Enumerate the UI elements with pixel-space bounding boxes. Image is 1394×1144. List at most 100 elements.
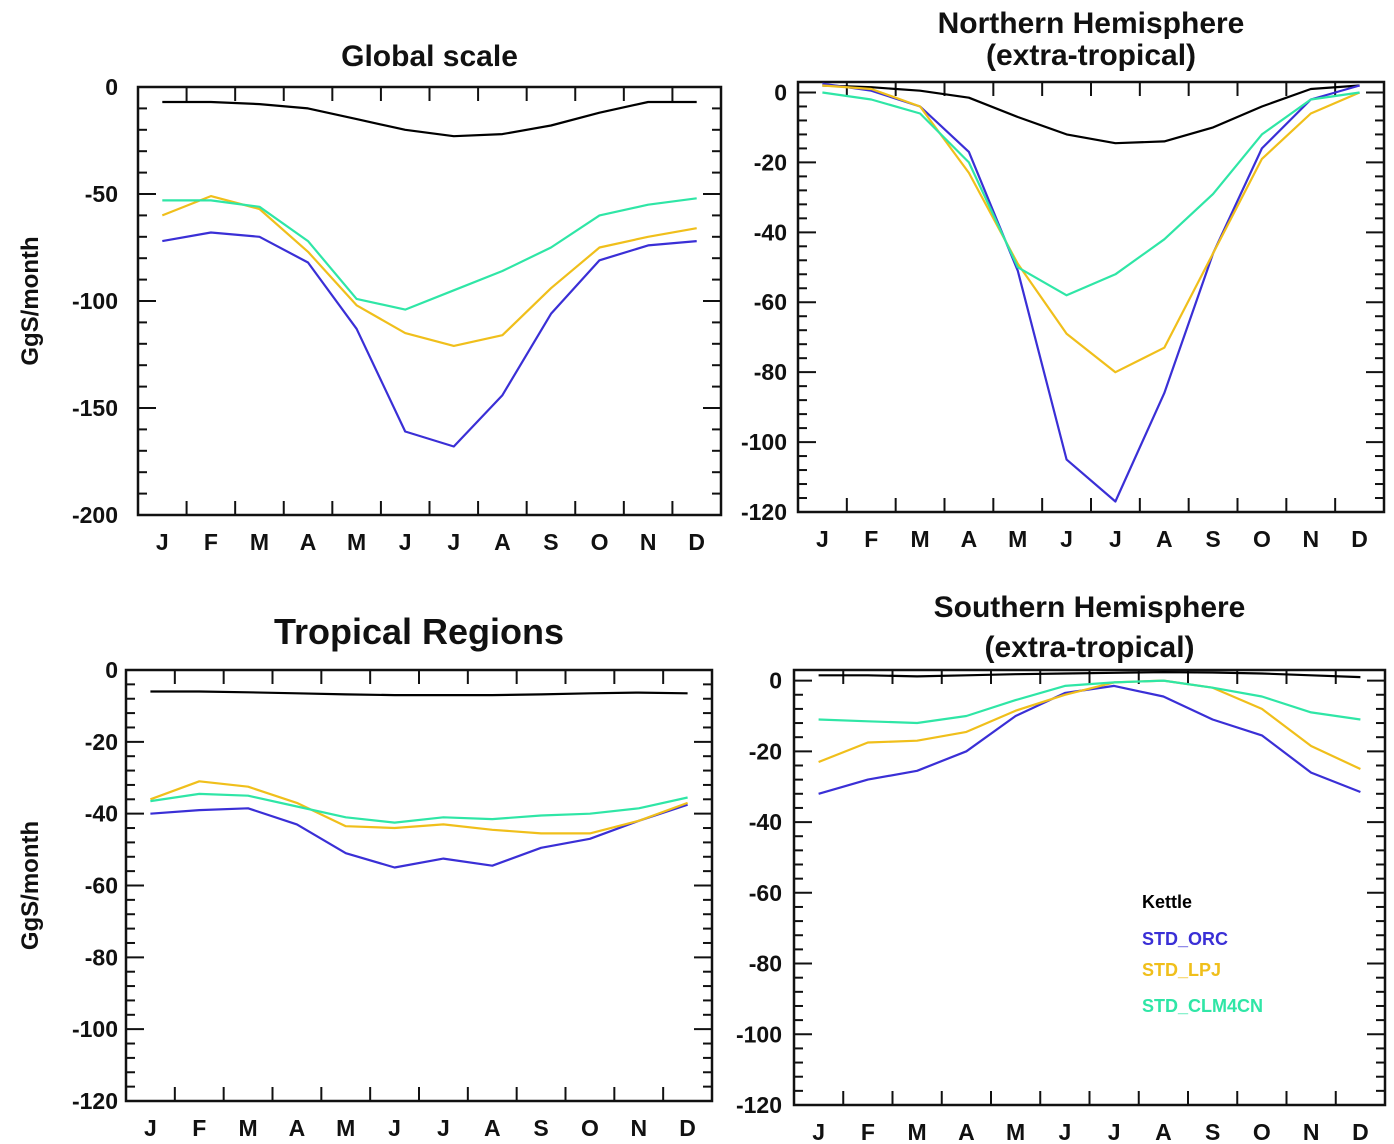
legend-entry-kettle: Kettle [1142, 892, 1192, 912]
legend-entry-std-clm4cn: STD_CLM4CN [1142, 996, 1263, 1016]
series-line-std-lpj [822, 84, 1361, 374]
y-tick-label: -100 [72, 1016, 118, 1042]
x-tick-label: J [399, 529, 412, 555]
x-tick-label: F [861, 1119, 875, 1144]
y-tick-label: 0 [105, 657, 118, 683]
x-tick-label: D [1352, 1119, 1369, 1144]
series-line-std-orc [162, 231, 697, 448]
x-tick-label: M [1006, 1119, 1025, 1144]
x-tick-label: A [958, 1119, 975, 1144]
y-tick-label: -120 [736, 1092, 782, 1118]
plot-frame [124, 668, 714, 1103]
series-line-std-clm4cn [818, 679, 1361, 725]
x-tick-label: S [1205, 1119, 1220, 1144]
y-tick-label: -40 [754, 219, 787, 245]
x-tick-label: O [1253, 1119, 1271, 1144]
chart-title-line-2: (extra-tropical) [984, 631, 1194, 664]
x-tick-label: O [591, 529, 609, 555]
x-tick-label: D [1351, 526, 1368, 552]
x-tick-label: J [156, 529, 169, 555]
x-tick-label: A [289, 1115, 306, 1141]
x-tick-label: A [961, 526, 978, 552]
chart-panel-3: Tropical Regions GgS/month J F M A M J J A S O N D 0 -2… [17, 611, 714, 1141]
x-tick-label: F [192, 1115, 206, 1141]
legend: Kettle STD_ORC STD_LPJ STD_CLM4CN [1142, 892, 1263, 1016]
x-tick-label: M [336, 1115, 355, 1141]
x-tick-label: J [144, 1115, 157, 1141]
series-line-std-lpj [818, 679, 1361, 770]
x-tick-label: S [533, 1115, 548, 1141]
y-tick-label: -80 [749, 951, 782, 977]
x-tick-label: J [437, 1115, 450, 1141]
y-tick-label: -200 [72, 502, 118, 528]
chart-title-line-2: (extra-tropical) [986, 39, 1196, 72]
chart-panel-2: Northern Hemisphere(extra-tropical) J F M A M… [741, 7, 1386, 552]
x-tick-label: F [204, 529, 218, 555]
y-tick-label: -80 [754, 359, 787, 385]
series-line-kettle [150, 690, 688, 697]
chart-title-line-1: Northern Hemisphere [938, 7, 1245, 40]
y-axis-label: GgS/month [17, 236, 44, 365]
x-tick-label: M [238, 1115, 257, 1141]
y-tick-label: -60 [754, 289, 787, 315]
x-tick-label: J [1060, 526, 1073, 552]
x-tick-label: A [1155, 1119, 1172, 1144]
series-line-std-lpj [161, 195, 697, 347]
y-tick-label: -100 [736, 1021, 782, 1047]
series-line-std-orc [150, 803, 688, 869]
x-tick-label: D [688, 529, 705, 555]
chart-title-line-1: Southern Hemisphere [934, 591, 1246, 624]
x-tick-label: M [347, 529, 366, 555]
x-tick-label: N [1303, 1119, 1320, 1144]
x-tick-label: S [1205, 526, 1220, 552]
x-tick-label: A [494, 529, 511, 555]
y-tick-label: -20 [85, 729, 118, 755]
x-tick-label: M [1008, 526, 1027, 552]
y-tick-label: -60 [749, 880, 782, 906]
x-tick-label: N [1302, 526, 1319, 552]
x-tick-label: M [908, 1119, 927, 1144]
y-tick-label: 0 [769, 668, 782, 694]
y-tick-label: -50 [85, 181, 118, 207]
y-tick-label: -100 [741, 429, 787, 455]
y-tick-label: -60 [85, 873, 118, 899]
x-tick-label: D [679, 1115, 696, 1141]
y-tick-label: -20 [749, 738, 782, 764]
chart-panel-1: Global scale GgS/month J F M A M J J A S O N D 0 -50 -10… [17, 40, 723, 555]
y-tick-label: -20 [754, 149, 787, 175]
legend-entry-std-orc: STD_ORC [1142, 929, 1228, 949]
y-tick-label: -120 [741, 499, 787, 525]
y-tick-label: 0 [774, 79, 787, 105]
y-tick-label: -100 [72, 288, 118, 314]
x-tick-label: J [1108, 1119, 1121, 1144]
y-axis-label: GgS/month [17, 821, 44, 950]
x-tick-label: O [1253, 526, 1271, 552]
chart-panel-4: Southern Hemisphere (extra-tropical) J F M A M… [736, 591, 1387, 1144]
x-tick-label: J [1109, 526, 1122, 552]
plot-frame [796, 80, 1386, 514]
x-tick-label: A [1156, 526, 1173, 552]
series-line-kettle [818, 670, 1361, 679]
series-line-std-clm4cn [162, 197, 697, 311]
x-tick-label: A [300, 529, 317, 555]
y-tick-label: -40 [749, 809, 782, 835]
series-line-kettle [162, 100, 697, 138]
series-line-std-orc [822, 82, 1360, 503]
x-tick-label: J [812, 1119, 825, 1144]
chart-title-line-1: Global scale [341, 40, 518, 73]
x-tick-label: O [581, 1115, 599, 1141]
x-tick-label: N [630, 1115, 647, 1141]
x-tick-label: S [543, 529, 558, 555]
legend-entry-std-lpj: STD_LPJ [1142, 960, 1221, 980]
series-line-std-lpj [150, 780, 688, 835]
x-tick-label: N [640, 529, 657, 555]
series-line-kettle [822, 84, 1360, 145]
y-tick-label: -40 [85, 801, 118, 827]
x-tick-label: A [484, 1115, 501, 1141]
y-tick-label: -80 [85, 944, 118, 970]
y-tick-label: 0 [105, 74, 118, 100]
x-tick-label: M [250, 529, 269, 555]
x-tick-label: J [1058, 1119, 1071, 1144]
y-tick-label: -120 [72, 1088, 118, 1114]
